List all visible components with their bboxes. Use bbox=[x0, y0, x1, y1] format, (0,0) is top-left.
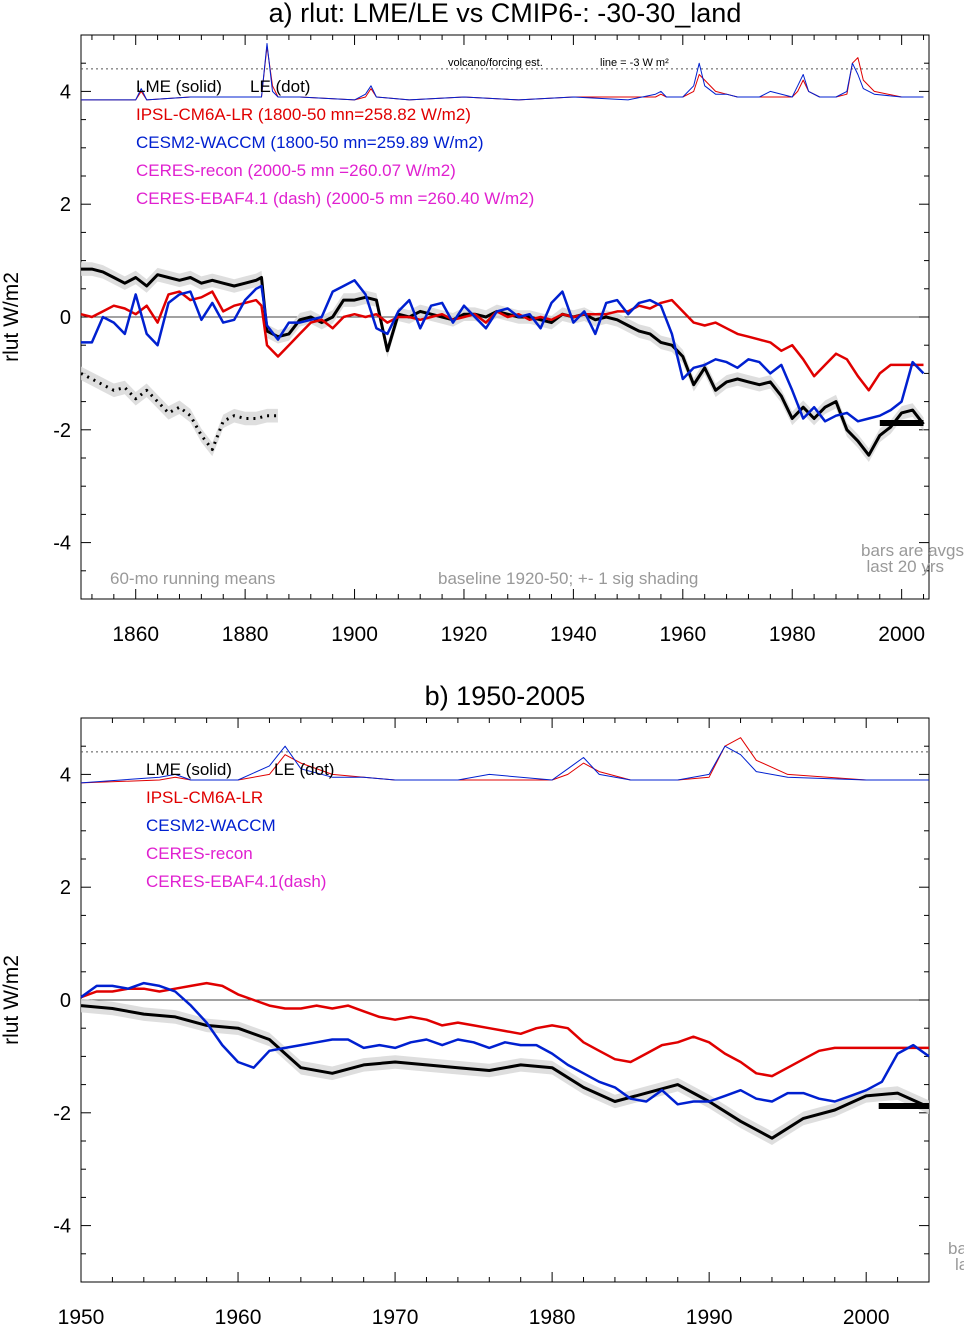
series-line-ipsl-cm6a-lr-volcano-est bbox=[80, 737, 929, 784]
x-tick-label: 1900 bbox=[331, 623, 378, 646]
series-line-cesm2-waccm-volcano-est bbox=[81, 43, 924, 101]
legend-entry: CERES-recon (2000-5 mn =260.07 W/m2) bbox=[136, 161, 456, 180]
y-tick-label: 0 bbox=[60, 990, 71, 1012]
legend-entry: LE (dot) bbox=[274, 760, 334, 779]
legend-entry: IPSL-CM6A-LR bbox=[146, 788, 263, 807]
x-tick-label: 1950 bbox=[58, 1306, 105, 1325]
line-note: line = -3 W m² bbox=[600, 57, 669, 69]
y-tick-label: -2 bbox=[53, 1103, 71, 1125]
y-tick-label: -4 bbox=[53, 1216, 71, 1238]
x-tick-label: 1880 bbox=[222, 623, 269, 646]
y-tick-label: 0 bbox=[60, 307, 71, 329]
x-tick-label: 1980 bbox=[529, 1306, 576, 1325]
sigma-shading bbox=[81, 262, 924, 462]
series-line-le-dot bbox=[80, 372, 278, 451]
series-line-cesm2-waccm bbox=[81, 279, 925, 423]
chart-title: a) rlut: LME/LE vs CMIP6-: -30-30_land bbox=[269, 0, 742, 28]
sigma-shading bbox=[81, 998, 929, 1145]
y-axis-label: rlut W/m2 bbox=[0, 272, 23, 362]
y-axis-label: rlut W/m2 bbox=[0, 955, 23, 1045]
chart-note: bars are avgs bbox=[861, 541, 964, 560]
legend-entry: LE (dot) bbox=[250, 77, 310, 96]
legend-entry: LME (solid) bbox=[146, 760, 232, 779]
legend-entry: CESM2-WACCM bbox=[146, 816, 276, 835]
volcano-note: volcano/forcing est. bbox=[448, 57, 543, 69]
chart-title: b) 1950-2005 bbox=[425, 681, 586, 711]
x-tick-label: 1960 bbox=[659, 623, 706, 646]
chart-note: la bbox=[955, 1255, 964, 1274]
legend-entry: CERES-recon bbox=[146, 844, 253, 863]
series-line-lme-solid bbox=[80, 1004, 930, 1140]
series-line-ipsl-cm6a-lr bbox=[80, 981, 929, 1078]
panel-a: a) rlut: LME/LE vs CMIP6-: -30-30_landrl… bbox=[0, 0, 964, 646]
x-tick-label: 1970 bbox=[372, 1306, 419, 1325]
y-tick-label: 4 bbox=[60, 764, 71, 786]
x-tick-label: 2000 bbox=[878, 623, 925, 646]
x-tick-label: 1920 bbox=[441, 623, 488, 646]
y-tick-label: 2 bbox=[60, 194, 71, 216]
chart-note: 60-mo running means bbox=[110, 569, 275, 588]
y-tick-label: -2 bbox=[53, 420, 71, 442]
y-tick-label: 2 bbox=[60, 877, 71, 899]
x-tick-label: 1990 bbox=[686, 1306, 733, 1325]
x-tick-label: 1980 bbox=[769, 623, 816, 646]
chart-note: last 20 yrs bbox=[867, 557, 944, 576]
x-tick-label: 2000 bbox=[843, 1306, 890, 1325]
y-tick-label: -4 bbox=[53, 533, 71, 555]
legend-entry: CERES-EBAF4.1 (dash) (2000-5 mn =260.40 … bbox=[136, 189, 534, 208]
panel-b: b) 1950-2005 rlut W/m2 -4 -2 0 2 4 1950 1960 1970… bbox=[0, 681, 964, 1325]
sigma-shading bbox=[81, 366, 278, 457]
x-tick-label: 1860 bbox=[112, 623, 159, 646]
x-tick-label: 1940 bbox=[550, 623, 597, 646]
legend-entry: IPSL-CM6A-LR (1800-50 mn=258.82 W/m2) bbox=[136, 105, 471, 124]
chart-note: baseline 1920-50; +- 1 sig shading bbox=[438, 569, 698, 588]
y-tick-label: 4 bbox=[60, 81, 71, 103]
chart-note: ba bbox=[948, 1239, 964, 1258]
series-line-cesm2-waccm bbox=[80, 981, 930, 1106]
series-line-cesm2-waccm-volcano-est bbox=[80, 745, 929, 784]
legend-entry: CESM2-WACCM (1800-50 mn=259.89 W/m2) bbox=[136, 133, 484, 152]
legend-entry: CERES-EBAF4.1(dash) bbox=[146, 872, 326, 891]
x-tick-label: 1960 bbox=[215, 1306, 262, 1325]
legend-entry: LME (solid) bbox=[136, 77, 222, 96]
series-line-lme-solid bbox=[81, 267, 925, 457]
